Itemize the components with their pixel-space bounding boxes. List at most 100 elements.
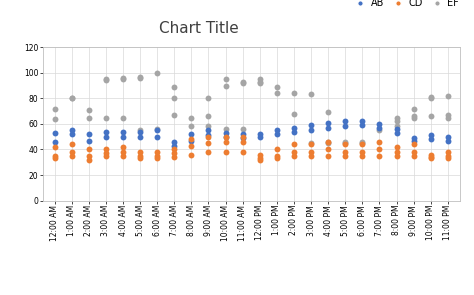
Point bbox=[444, 113, 452, 117]
Point bbox=[444, 153, 452, 158]
Point bbox=[119, 153, 127, 158]
Point bbox=[205, 134, 212, 139]
Point bbox=[427, 137, 435, 142]
Point bbox=[68, 128, 75, 133]
Point bbox=[393, 150, 401, 154]
Point bbox=[205, 124, 212, 129]
Point bbox=[222, 83, 229, 88]
Point bbox=[171, 147, 178, 152]
Point bbox=[444, 115, 452, 120]
Point bbox=[188, 138, 195, 143]
Point bbox=[324, 120, 332, 125]
Point bbox=[51, 145, 58, 149]
Point bbox=[137, 76, 144, 80]
Point bbox=[239, 134, 246, 139]
Point bbox=[51, 117, 58, 121]
Point bbox=[290, 125, 298, 130]
Point bbox=[273, 84, 281, 89]
Point bbox=[273, 91, 281, 96]
Point bbox=[239, 136, 246, 140]
Point bbox=[68, 153, 75, 158]
Point bbox=[188, 132, 195, 137]
Point bbox=[171, 151, 178, 156]
Text: Chart Title: Chart Title bbox=[159, 21, 239, 36]
Point bbox=[307, 123, 315, 127]
Point bbox=[102, 151, 109, 156]
Point bbox=[154, 150, 161, 154]
Point bbox=[393, 130, 401, 135]
Point bbox=[205, 128, 212, 133]
Point bbox=[273, 147, 281, 152]
Point bbox=[375, 147, 383, 152]
Point bbox=[375, 122, 383, 126]
Point bbox=[85, 138, 92, 143]
Point bbox=[119, 115, 127, 120]
Point bbox=[119, 76, 127, 80]
Point bbox=[358, 141, 366, 145]
Point bbox=[68, 132, 75, 137]
Point bbox=[427, 95, 435, 99]
Point bbox=[154, 71, 161, 75]
Point bbox=[205, 114, 212, 119]
Point bbox=[239, 140, 246, 144]
Point bbox=[307, 92, 315, 97]
Point bbox=[307, 150, 315, 154]
Point bbox=[102, 153, 109, 158]
Point bbox=[427, 155, 435, 160]
Point bbox=[85, 157, 92, 162]
Point bbox=[51, 156, 58, 161]
Point bbox=[307, 142, 315, 147]
Point bbox=[410, 153, 418, 158]
Point bbox=[171, 84, 178, 89]
Point bbox=[393, 124, 401, 129]
Point bbox=[85, 147, 92, 152]
Point bbox=[154, 153, 161, 158]
Point bbox=[51, 153, 58, 158]
Point bbox=[290, 91, 298, 96]
Point bbox=[239, 79, 246, 84]
Point bbox=[171, 113, 178, 117]
Point bbox=[256, 81, 264, 85]
Point bbox=[102, 147, 109, 152]
Point bbox=[410, 150, 418, 154]
Point bbox=[307, 153, 315, 158]
Point bbox=[410, 142, 418, 147]
Point bbox=[410, 115, 418, 120]
Point bbox=[256, 157, 264, 162]
Legend: AB, CD, EF: AB, CD, EF bbox=[351, 0, 459, 8]
Point bbox=[273, 153, 281, 158]
Point bbox=[68, 142, 75, 147]
Point bbox=[273, 132, 281, 137]
Point bbox=[324, 147, 332, 152]
Point bbox=[393, 153, 401, 158]
Point bbox=[188, 137, 195, 142]
Point bbox=[393, 115, 401, 120]
Point bbox=[239, 132, 246, 137]
Point bbox=[324, 153, 332, 158]
Point bbox=[358, 123, 366, 127]
Point bbox=[307, 128, 315, 133]
Point bbox=[154, 127, 161, 131]
Point bbox=[290, 129, 298, 134]
Point bbox=[68, 96, 75, 101]
Point bbox=[119, 150, 127, 154]
Point bbox=[256, 152, 264, 157]
Point bbox=[341, 124, 349, 129]
Point bbox=[137, 153, 144, 158]
Point bbox=[393, 119, 401, 124]
Point bbox=[222, 130, 229, 135]
Point bbox=[290, 153, 298, 158]
Point bbox=[154, 134, 161, 139]
Point bbox=[68, 96, 75, 101]
Point bbox=[137, 156, 144, 161]
Point bbox=[205, 150, 212, 154]
Point bbox=[137, 150, 144, 154]
Point bbox=[307, 141, 315, 145]
Point bbox=[324, 110, 332, 115]
Point bbox=[427, 114, 435, 119]
Point bbox=[341, 142, 349, 147]
Point bbox=[51, 130, 58, 135]
Point bbox=[188, 115, 195, 120]
Point bbox=[324, 141, 332, 145]
Point bbox=[85, 153, 92, 158]
